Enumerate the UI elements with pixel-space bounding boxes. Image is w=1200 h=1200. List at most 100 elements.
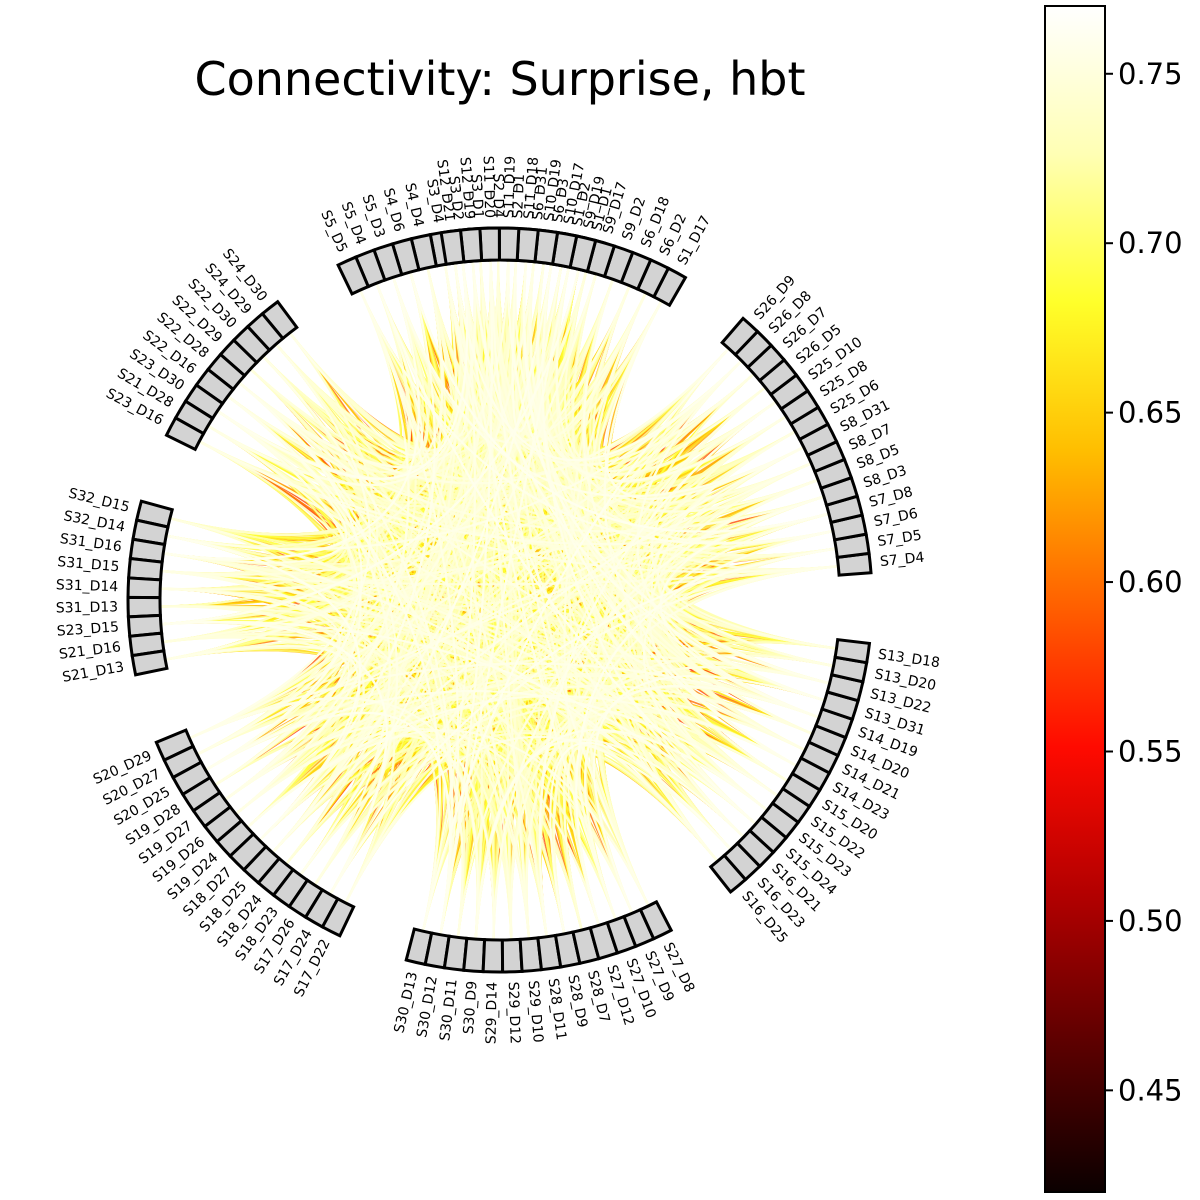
connection-line <box>165 534 362 842</box>
connection-line <box>444 264 719 862</box>
connection-line <box>196 495 825 756</box>
node-label: S31_D14 <box>56 577 119 595</box>
colorbar-tick-label: 0.75 <box>1118 57 1183 91</box>
node-ring <box>126 226 873 974</box>
node-label: S21_D16 <box>58 639 122 663</box>
node-box <box>497 226 521 263</box>
node-box <box>126 576 163 600</box>
connection-line <box>439 260 493 935</box>
connection-line <box>604 300 805 500</box>
connection-line <box>329 278 614 895</box>
connection-line <box>271 446 805 854</box>
connection-line <box>344 292 647 904</box>
connection-line <box>538 400 777 937</box>
node-box <box>439 228 466 266</box>
connection-line <box>198 440 768 812</box>
node-box <box>164 415 206 452</box>
connection-line <box>163 276 420 561</box>
connection-line <box>474 728 768 940</box>
node-label: S2_D4 <box>490 173 506 218</box>
node-box <box>720 316 760 357</box>
connection-line <box>643 512 830 825</box>
connection-line <box>188 360 743 740</box>
colorbar-tick-label: 0.55 <box>1118 734 1183 768</box>
connection-line <box>603 300 798 767</box>
node-label: S7_D5 <box>876 528 922 551</box>
connection-line <box>471 261 826 702</box>
connection-line <box>285 264 458 865</box>
connection-line <box>329 547 837 895</box>
node-box <box>336 255 371 296</box>
colorbar-tick-label: 0.50 <box>1118 904 1183 938</box>
node-label: S6_D3 <box>550 177 573 223</box>
connection-line <box>238 260 510 469</box>
connection-lines <box>160 259 839 940</box>
colorbar-tick-label: 0.65 <box>1118 396 1183 430</box>
connection-line <box>409 271 830 533</box>
colorbar-tick-label: 0.70 <box>1118 226 1183 260</box>
connection-line <box>492 478 819 940</box>
node-box <box>638 899 674 941</box>
connection-line <box>426 267 548 937</box>
colorbar-gradient <box>1044 5 1106 1193</box>
connection-line <box>216 409 362 801</box>
connection-line <box>238 381 806 752</box>
connection-line <box>160 620 757 825</box>
connection-line <box>224 724 479 940</box>
node-label: S11_D20 <box>480 156 498 219</box>
connection-line <box>344 565 839 904</box>
node-label: S30_D9 <box>461 980 481 1034</box>
connection-line <box>453 262 743 462</box>
connection-line <box>207 424 531 939</box>
node-box <box>126 595 162 619</box>
connection-line <box>344 360 743 904</box>
connection-line <box>161 569 464 938</box>
connection-line <box>275 276 429 459</box>
figure-title: Connectivity: Surprise, hbt <box>194 52 805 106</box>
connection-line <box>392 276 647 444</box>
connection-line <box>160 269 580 626</box>
node-label: S3_D2 <box>445 175 466 221</box>
connection-line <box>636 360 820 719</box>
connection-line <box>161 565 839 586</box>
node-label: S3_D4 <box>423 178 446 225</box>
connection-line <box>359 289 548 937</box>
node-label: S29_D14 <box>484 982 501 1045</box>
connection-line <box>507 260 830 685</box>
node-label: S3_D1 <box>467 174 486 219</box>
connection-line <box>344 735 732 904</box>
connection-line <box>288 282 424 456</box>
node-label: S12_D19 <box>456 156 477 219</box>
connection-line <box>160 621 388 895</box>
node-label: S10_D19 <box>541 158 565 222</box>
connection-line <box>421 347 730 932</box>
connection-line <box>555 266 819 513</box>
connection-line <box>165 644 350 801</box>
connection-line <box>625 386 766 838</box>
colorbar-tick-label: 0.60 <box>1118 565 1183 599</box>
connection-line <box>160 462 812 591</box>
colorbar-tick-label: 0.45 <box>1118 1073 1183 1107</box>
node-label: S29_D10 <box>525 980 546 1043</box>
node-label: S31_D13 <box>56 599 119 616</box>
node-box <box>515 226 540 264</box>
connection-line <box>392 276 779 797</box>
connection-line <box>522 260 798 767</box>
node-box <box>462 936 487 974</box>
connection-line <box>299 263 553 876</box>
connection-line <box>235 289 410 815</box>
node-label: S30_D11 <box>437 978 461 1042</box>
colorbar: 0.45 0.50 0.55 0.60 0.65 0.70 0.75 <box>1044 5 1183 1193</box>
connection-line <box>313 260 518 886</box>
node-box <box>320 896 356 938</box>
connection-line <box>575 530 834 926</box>
node-label: S31_D15 <box>57 554 120 575</box>
node-box <box>127 556 164 582</box>
connection-line <box>592 675 826 914</box>
connection-line <box>426 267 634 914</box>
connection-line <box>235 347 730 815</box>
colorbar-ticks: 0.45 0.50 0.55 0.60 0.65 0.70 0.75 <box>1105 57 1183 1107</box>
node-label: S29_D12 <box>505 982 523 1045</box>
connection-line <box>205 381 363 771</box>
connection-line <box>359 289 834 545</box>
